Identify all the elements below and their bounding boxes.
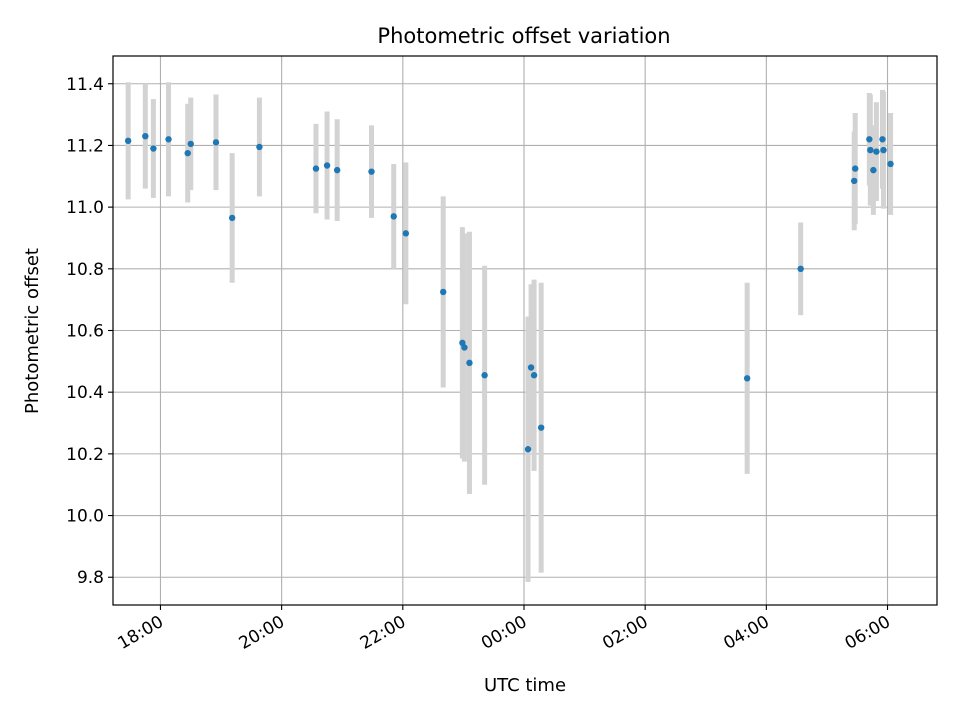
data-point (402, 230, 410, 237)
data-point (150, 145, 157, 152)
data-point (333, 166, 341, 174)
data-point (850, 177, 858, 185)
y-tick-label: 10.8 (66, 260, 104, 280)
y-tick-label: 10.2 (66, 445, 104, 465)
data-point (537, 424, 545, 431)
chart-title: Photometric offset variation (377, 24, 670, 48)
data-point (867, 146, 874, 154)
data-point (481, 372, 488, 379)
data-point (142, 132, 149, 140)
data-point (880, 146, 887, 154)
data-point (870, 166, 877, 174)
data-point (228, 214, 236, 222)
data-point (323, 162, 331, 169)
data-point (466, 359, 473, 367)
data-point (797, 265, 804, 273)
y-tick-label: 9.8 (77, 568, 104, 588)
data-point (527, 364, 535, 371)
data-point (879, 136, 886, 143)
data-point (368, 168, 375, 175)
data-point (887, 160, 894, 168)
data-point (866, 136, 873, 143)
y-tick-label: 11.4 (66, 75, 104, 95)
data-point (461, 344, 468, 351)
data-point (165, 136, 172, 143)
data-point (256, 143, 263, 151)
data-point (524, 446, 532, 453)
y-tick-label: 11.0 (66, 198, 104, 218)
y-axis-title: Photometric offset (22, 248, 43, 414)
y-tick-label: 11.2 (66, 136, 104, 156)
data-point (312, 165, 320, 172)
y-tick-label: 10.0 (66, 507, 104, 527)
data-point (873, 148, 880, 155)
data-point (743, 375, 751, 382)
data-point (124, 137, 132, 145)
x-axis-title: UTC time (484, 675, 566, 696)
data-point (390, 213, 397, 220)
y-tick-label: 10.6 (66, 322, 104, 342)
y-tick-label: 10.4 (66, 383, 104, 403)
data-point (852, 165, 859, 172)
grid (113, 56, 937, 605)
data-points (124, 132, 894, 453)
data-point (187, 140, 194, 148)
data-point (530, 372, 538, 379)
data-point (212, 139, 220, 146)
data-point (440, 288, 447, 296)
data-point (184, 149, 191, 157)
